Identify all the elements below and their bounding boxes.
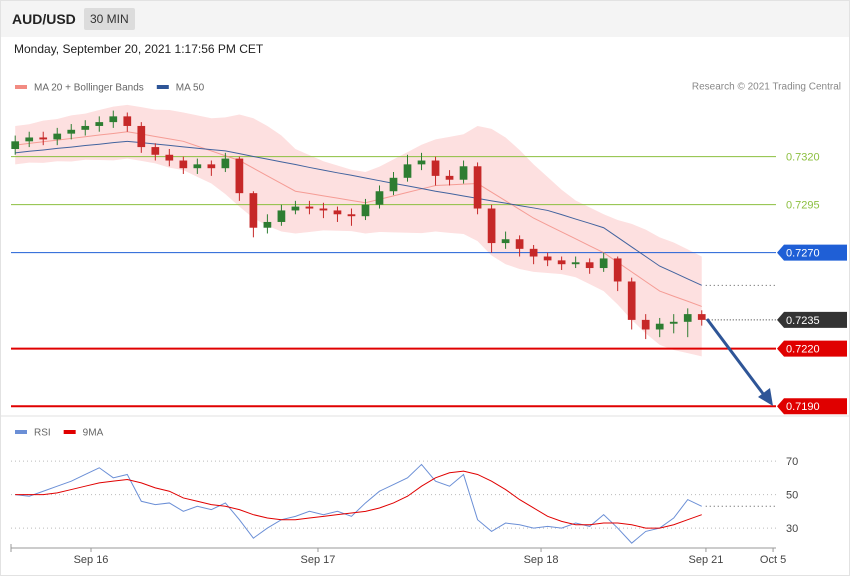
candle-body xyxy=(291,206,300,211)
candle-body xyxy=(375,191,384,205)
candle-body xyxy=(431,160,440,176)
level-label: 0.7190 xyxy=(786,401,820,413)
candle-body xyxy=(697,314,706,320)
candle-body xyxy=(459,166,468,180)
indicator-line xyxy=(15,463,702,544)
candle-body xyxy=(487,208,496,244)
candle-body xyxy=(53,133,62,140)
candle-body xyxy=(25,137,34,142)
y-tick-label: 70 xyxy=(786,456,798,468)
legend-swatch xyxy=(156,85,169,89)
x-tick-label: Sep 17 xyxy=(301,554,336,566)
ma-line xyxy=(15,131,702,307)
candle-body xyxy=(669,321,678,324)
candle-body xyxy=(347,214,356,217)
candle-body xyxy=(179,160,188,169)
level-label: 0.7220 xyxy=(786,344,820,356)
legend-label: MA 50 xyxy=(176,83,205,94)
candle-body xyxy=(235,158,244,194)
candle-body xyxy=(221,158,230,169)
candle-body xyxy=(585,262,594,269)
candle-body xyxy=(263,221,272,228)
candle-body xyxy=(151,147,160,155)
forecast-arrow xyxy=(705,318,773,406)
candle-body xyxy=(473,166,482,209)
timestamp: Monday, September 20, 2021 1:17:56 PM CE… xyxy=(14,42,264,56)
ma-line xyxy=(15,140,702,286)
candle-body xyxy=(319,208,328,211)
candle-body xyxy=(627,281,636,320)
x-tick-label: Sep 18 xyxy=(524,554,559,566)
candle-body xyxy=(557,260,566,265)
candle-body xyxy=(249,193,258,228)
candle-body xyxy=(501,239,510,244)
legend-swatch xyxy=(15,430,27,434)
header-bar: AUD/USD 30 MIN xyxy=(1,1,849,37)
legend-swatch xyxy=(15,85,27,89)
candle-body xyxy=(81,125,90,130)
candle-body xyxy=(193,164,202,169)
candle-body xyxy=(613,258,622,282)
candle-body xyxy=(165,154,174,161)
legend-swatch xyxy=(63,430,76,434)
level-label-box xyxy=(777,311,847,328)
level-label-box xyxy=(777,398,847,415)
candle-body xyxy=(67,129,76,134)
credit: Research © 2021 Trading Central xyxy=(692,82,841,93)
level-label: 0.7270 xyxy=(786,248,820,260)
candle-body xyxy=(655,323,664,330)
level-label: 0.7295 xyxy=(786,200,820,212)
candle-body xyxy=(599,258,608,269)
candle-body xyxy=(683,314,692,322)
candle-body xyxy=(571,262,580,265)
symbol: AUD/USD xyxy=(12,11,76,27)
level-label: 0.7235 xyxy=(786,315,820,327)
x-tick-label: Oct 5 xyxy=(760,554,786,566)
legend-label: RSI xyxy=(34,428,51,439)
x-tick-label: Sep 16 xyxy=(74,554,109,566)
candle-body xyxy=(305,206,314,209)
candle-body xyxy=(403,164,412,178)
candle-body xyxy=(207,164,216,169)
candle-body xyxy=(277,210,286,222)
candle-body xyxy=(543,256,552,261)
level-label-box xyxy=(777,244,847,261)
legend-label: MA 20 + Bollinger Bands xyxy=(34,83,144,94)
interval-badge[interactable]: 30 MIN xyxy=(84,8,135,30)
level-label: 0.7320 xyxy=(786,152,820,164)
candle-body xyxy=(39,137,48,140)
indicator-line xyxy=(15,470,702,529)
candle-body xyxy=(333,210,342,215)
candle-body xyxy=(389,177,398,192)
candle-body xyxy=(11,141,20,149)
candle-body xyxy=(529,248,538,257)
candle-body xyxy=(95,122,104,126)
candle-body xyxy=(515,239,524,249)
y-tick-label: 50 xyxy=(786,489,798,501)
legend-label: 9MA xyxy=(83,428,104,439)
candle-body xyxy=(109,116,118,123)
candle-body xyxy=(137,125,146,148)
candle-body xyxy=(361,204,370,217)
level-label-box xyxy=(777,340,847,357)
candle-body xyxy=(417,160,426,165)
candle-body xyxy=(123,116,132,126)
x-tick-label: Sep 21 xyxy=(689,554,724,566)
candle-body xyxy=(445,175,454,180)
candle-body xyxy=(641,319,650,330)
y-tick-label: 30 xyxy=(786,523,798,535)
